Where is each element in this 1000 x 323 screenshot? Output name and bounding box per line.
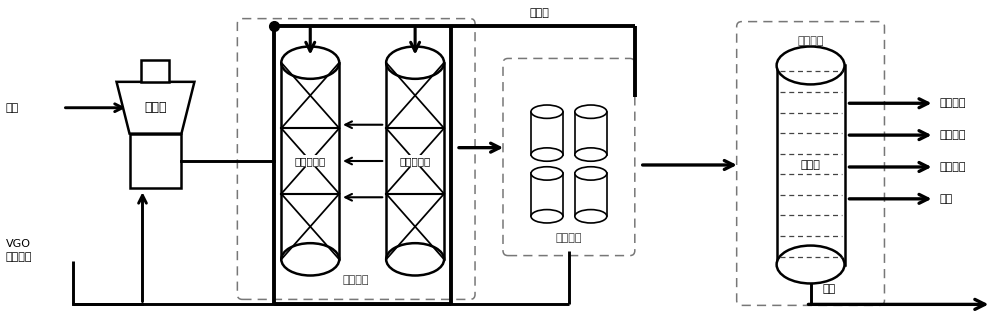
- Text: 反应系统: 反应系统: [343, 276, 369, 286]
- Text: 加氢裂化段: 加氢裂化段: [399, 156, 431, 166]
- Ellipse shape: [386, 47, 444, 79]
- Text: 分离系统: 分离系统: [556, 233, 582, 243]
- Bar: [531, 173, 563, 216]
- Bar: [575, 112, 607, 154]
- Bar: [386, 63, 444, 259]
- Text: 加氢精制段: 加氢精制段: [295, 156, 326, 166]
- Ellipse shape: [575, 167, 607, 180]
- Ellipse shape: [531, 148, 563, 161]
- Polygon shape: [117, 82, 194, 134]
- Text: 加热炉: 加热炉: [144, 101, 167, 114]
- Ellipse shape: [281, 47, 339, 79]
- Text: 分馏塔: 分馏塔: [801, 160, 821, 170]
- Bar: [141, 60, 169, 82]
- Bar: [281, 63, 339, 259]
- Ellipse shape: [531, 210, 563, 223]
- Bar: [777, 66, 845, 265]
- Text: 氢气: 氢气: [6, 103, 19, 113]
- Ellipse shape: [386, 243, 444, 276]
- Bar: [130, 134, 181, 188]
- Ellipse shape: [575, 148, 607, 161]
- Bar: [575, 173, 607, 216]
- Bar: [531, 112, 563, 154]
- Text: VGO
催化柴油: VGO 催化柴油: [6, 239, 32, 262]
- Ellipse shape: [777, 47, 845, 84]
- Text: 柴油: 柴油: [939, 194, 953, 204]
- Text: 重石脑油: 重石脑油: [939, 130, 966, 140]
- Ellipse shape: [281, 243, 339, 276]
- Ellipse shape: [575, 210, 607, 223]
- Text: 分馏系统: 分馏系统: [797, 36, 824, 46]
- Text: 航空煎油: 航空煎油: [939, 162, 966, 172]
- Ellipse shape: [575, 105, 607, 119]
- Text: 循环氢: 循环氢: [530, 8, 550, 18]
- Text: 轻石脑油: 轻石脑油: [939, 98, 966, 108]
- Ellipse shape: [531, 167, 563, 180]
- Ellipse shape: [777, 245, 845, 284]
- Text: 尾油: 尾油: [823, 285, 836, 295]
- Ellipse shape: [531, 105, 563, 119]
